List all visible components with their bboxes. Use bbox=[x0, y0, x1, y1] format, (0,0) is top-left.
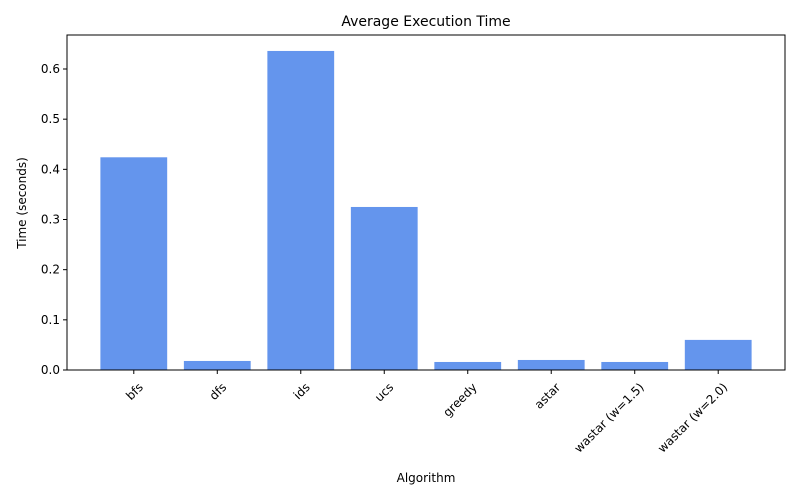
y-tick-label: 0.2 bbox=[41, 263, 60, 277]
x-tick-label: ucs bbox=[372, 380, 396, 404]
bar-bfs bbox=[100, 157, 168, 370]
x-axis: bfs dfs ids ucs greedy astar wastar (w=1.5) was… bbox=[123, 370, 730, 456]
y-tick-label: 0.1 bbox=[41, 313, 60, 327]
x-tick-label: wastar (w=1.5) bbox=[571, 380, 646, 455]
bar-ids bbox=[267, 50, 335, 370]
x-tick-label: bfs bbox=[123, 380, 146, 403]
bar-greedy bbox=[434, 361, 502, 370]
bar-dfs bbox=[183, 360, 251, 370]
bars-group bbox=[100, 50, 752, 370]
x-tick-label: greedy bbox=[440, 380, 479, 419]
y-tick-label: 0.0 bbox=[41, 363, 60, 377]
x-tick-label: wastar (w=2.0) bbox=[655, 380, 730, 455]
bar-wastar-w-1-5 bbox=[601, 361, 669, 370]
y-axis-label: Time (seconds) bbox=[15, 157, 29, 250]
x-tick-label: dfs bbox=[207, 380, 230, 403]
x-tick-label: astar bbox=[532, 380, 564, 412]
bar-astar bbox=[517, 359, 585, 370]
y-tick-label: 0.3 bbox=[41, 213, 60, 227]
bar-ucs bbox=[350, 206, 418, 370]
bar-wastar-w-2-0 bbox=[684, 339, 752, 370]
plot-frame bbox=[66, 34, 786, 371]
x-axis-label: Algorithm bbox=[397, 471, 456, 485]
y-tick-label: 0.5 bbox=[41, 112, 60, 126]
y-tick-label: 0.6 bbox=[41, 62, 60, 76]
y-axis: 0.0 0.1 0.2 0.3 0.4 0.5 0.6 bbox=[41, 62, 67, 377]
chart-title: Average Execution Time bbox=[341, 14, 510, 30]
y-tick-label: 0.4 bbox=[41, 162, 60, 176]
x-tick-label: ids bbox=[291, 380, 313, 402]
